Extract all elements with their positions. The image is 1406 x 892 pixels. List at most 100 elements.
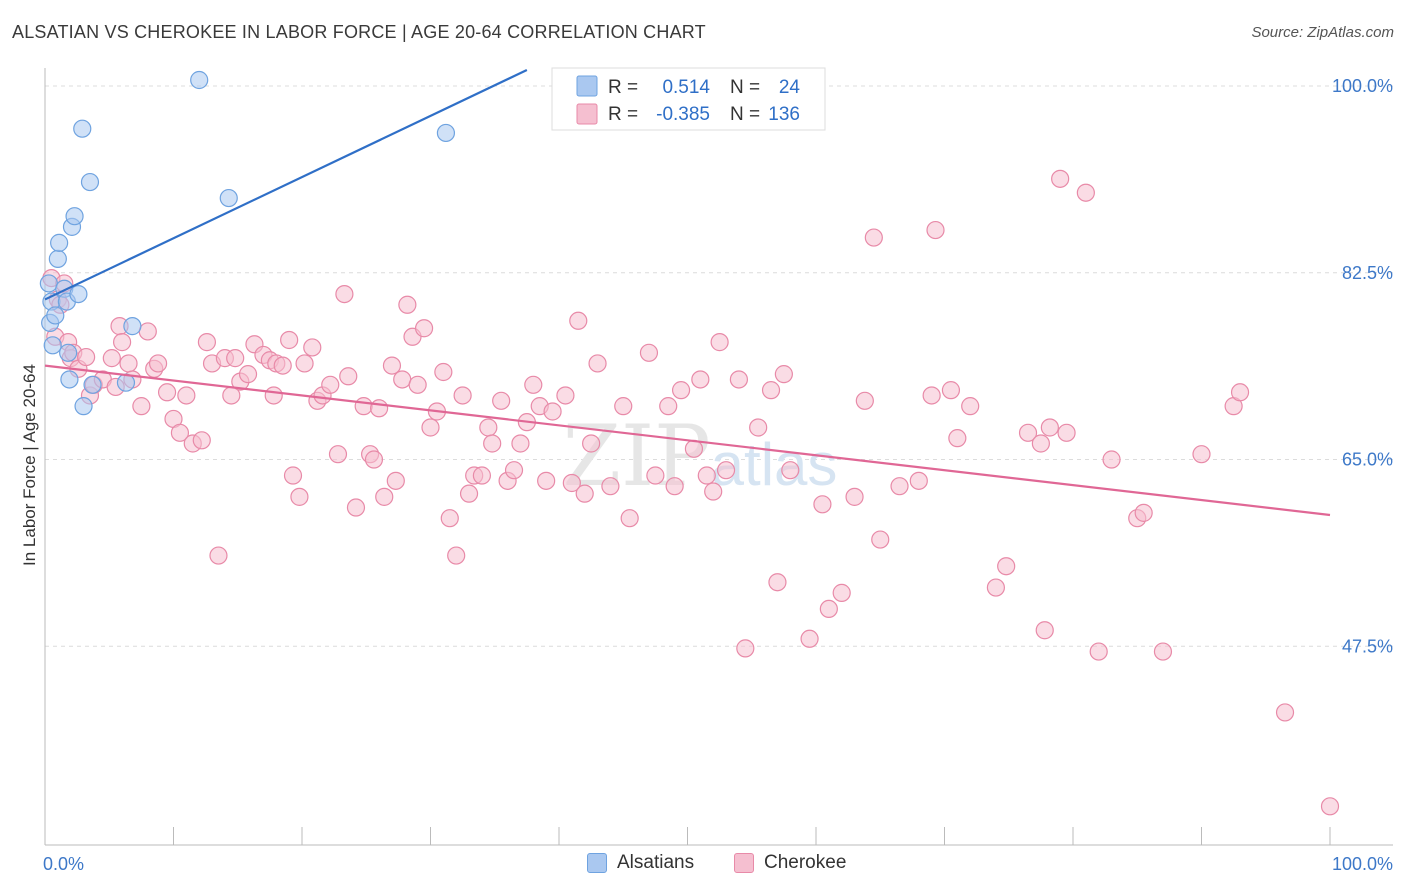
legend-label-alsatians: Alsatians bbox=[617, 852, 695, 873]
cherokee-point bbox=[504, 461, 524, 480]
cherokee-point bbox=[335, 284, 354, 304]
y-tick-label: 47.5% bbox=[1342, 636, 1393, 656]
cherokee-point bbox=[890, 477, 909, 496]
cherokee-point bbox=[691, 370, 710, 389]
y-tick-label: 65.0% bbox=[1342, 450, 1393, 470]
x-tick-label: 100.0% bbox=[1332, 854, 1393, 874]
cherokee-point bbox=[922, 386, 941, 405]
alsatians-point bbox=[65, 207, 84, 226]
cherokee-point bbox=[408, 375, 427, 394]
cherokee-point bbox=[479, 418, 498, 437]
cherokee-point bbox=[421, 418, 440, 437]
alsatians-point bbox=[74, 397, 93, 416]
alsatians-point bbox=[59, 343, 78, 362]
cherokee-point bbox=[483, 434, 502, 453]
cherokee-point bbox=[386, 471, 405, 490]
cherokee-legend-swatch bbox=[576, 103, 598, 125]
tick-labels: 100.0% 82.5% 65.0% 47.5% 0.0% 100.0% bbox=[43, 76, 1393, 874]
cherokee-point bbox=[729, 370, 749, 389]
cherokee-point bbox=[492, 391, 511, 410]
cherokee-point bbox=[697, 466, 716, 485]
cherokee-point bbox=[339, 367, 358, 386]
cherokee-point bbox=[364, 450, 384, 469]
cherokee-point bbox=[614, 397, 633, 416]
cherokee-point bbox=[986, 578, 1006, 597]
cherokee-point bbox=[1018, 423, 1038, 442]
alsatians-point bbox=[50, 233, 69, 252]
cherokee-point bbox=[620, 509, 639, 528]
cherokee-point bbox=[1275, 703, 1295, 722]
cherokee-point bbox=[1035, 621, 1054, 640]
cherokee-point bbox=[157, 383, 177, 402]
cherokee-point bbox=[749, 418, 768, 437]
series-legend: Alsatians Cherokee bbox=[0, 852, 1406, 876]
cherokee-point bbox=[354, 397, 373, 416]
y-tick-label: 100.0% bbox=[1332, 76, 1393, 96]
cherokee-point bbox=[138, 322, 157, 341]
svg-text:N =: N = bbox=[730, 77, 760, 98]
cherokee-point bbox=[398, 295, 417, 314]
svg-text:N =: N = bbox=[730, 104, 760, 125]
cherokee-point bbox=[192, 431, 211, 450]
alsatians-swatch bbox=[587, 853, 607, 873]
cherokee-point bbox=[774, 365, 793, 384]
cherokee-point bbox=[132, 397, 151, 416]
cherokee-point bbox=[710, 333, 729, 352]
cherokee-point bbox=[871, 530, 890, 549]
cherokee-point bbox=[781, 461, 800, 480]
legend-item-cherokee[interactable]: Cherokee bbox=[734, 852, 846, 874]
cherokee-point bbox=[704, 482, 723, 501]
cherokee-point bbox=[295, 354, 314, 373]
axes bbox=[44, 68, 1393, 846]
cherokee-point bbox=[716, 461, 736, 480]
cherokee-point bbox=[1031, 434, 1050, 453]
cherokee-point bbox=[524, 375, 543, 394]
cherokee-point bbox=[447, 546, 466, 565]
cherokee-point bbox=[1153, 642, 1173, 661]
cherokee-point bbox=[177, 386, 196, 405]
cherokee-point bbox=[453, 386, 472, 405]
cherokee-point bbox=[537, 471, 556, 490]
cherokee-point bbox=[1320, 797, 1340, 816]
cherokee-point bbox=[543, 402, 562, 421]
cherokee-point bbox=[855, 391, 874, 410]
cherokee-point bbox=[659, 397, 678, 416]
chart-title: ALSATIAN VS CHEROKEE IN LABOR FORCE | AG… bbox=[12, 22, 706, 42]
alsatians-point bbox=[69, 284, 88, 304]
legend-label-cherokee: Cherokee bbox=[764, 852, 847, 873]
cherokee-point bbox=[941, 381, 961, 400]
alsatians-point bbox=[43, 336, 62, 355]
cherokee-point bbox=[665, 477, 684, 496]
cherokee-point bbox=[601, 477, 620, 496]
x-tick-label: 0.0% bbox=[43, 854, 84, 874]
cherokee-point bbox=[440, 509, 459, 528]
cherokee-point bbox=[909, 471, 928, 490]
alsatians-r-value: 0.514 bbox=[662, 77, 710, 98]
cherokee-point bbox=[148, 354, 168, 373]
cherokee-point bbox=[119, 354, 138, 373]
cherokee-point bbox=[393, 370, 412, 389]
cherokee-point bbox=[800, 629, 819, 648]
cherokee-point bbox=[264, 386, 283, 405]
alsatians-point bbox=[46, 306, 65, 325]
cherokee-r-value: -0.385 bbox=[656, 104, 710, 125]
legend-item-alsatians[interactable]: Alsatians bbox=[587, 852, 694, 874]
cherokee-point bbox=[303, 338, 322, 357]
cherokee-point bbox=[768, 573, 787, 592]
cherokee-point bbox=[569, 311, 588, 330]
cherokee-point bbox=[832, 583, 851, 602]
stats-legend: R = R = 0.514 -0.385 N = N = 24 136 bbox=[551, 67, 826, 131]
cherokee-point bbox=[588, 354, 607, 373]
cherokee-point bbox=[1134, 503, 1153, 522]
cherokee-point bbox=[1057, 423, 1076, 442]
cherokee-point bbox=[761, 381, 781, 400]
cherokee-point bbox=[238, 365, 258, 384]
cherokee-point bbox=[639, 343, 659, 362]
cherokee-swatch bbox=[734, 853, 754, 873]
alsatians-n-value: 24 bbox=[779, 77, 801, 98]
cherokee-point bbox=[948, 429, 967, 448]
alsatians-point bbox=[48, 249, 67, 268]
alsatians-point bbox=[123, 317, 142, 336]
cherokee-point bbox=[382, 356, 402, 375]
